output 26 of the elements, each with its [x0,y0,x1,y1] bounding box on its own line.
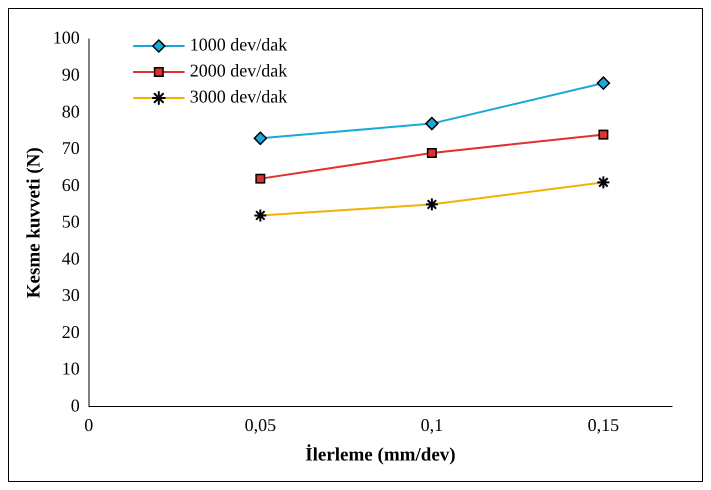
x-tick-label: 0,15 [588,415,620,436]
y-tick-label: 10 [62,358,80,379]
legend-label: 1000 dev/dak [190,34,288,55]
y-tick-label: 50 [62,212,80,232]
y-tick-label: 90 [62,64,80,84]
point [598,130,608,140]
x-tick-label: 0,05 [244,415,276,436]
legend-label: 3000 dev/dak [190,86,288,107]
x-axis-title: İlerleme (mm/dev) [305,444,456,466]
y-axis-title: Kesme kuvveti (N) [23,147,44,298]
y-tick-label: 80 [62,101,80,122]
y-tick-label: 30 [62,285,80,306]
x-tick-label: 0 [84,415,94,436]
x-tick-label: 0,1 [420,415,444,436]
y-tick-label: 40 [62,248,80,268]
y-tick-label: 100 [52,28,80,48]
y-tick-label: 70 [62,138,80,158]
y-tick-label: 0 [70,395,80,416]
point [255,174,266,184]
y-tick-label: 20 [62,322,80,342]
point [425,116,439,130]
y-tick-label: 60 [62,174,80,195]
point [596,76,610,90]
point [254,132,268,145]
point [426,148,437,158]
legend-label: 2000 dev/dak [190,60,288,81]
